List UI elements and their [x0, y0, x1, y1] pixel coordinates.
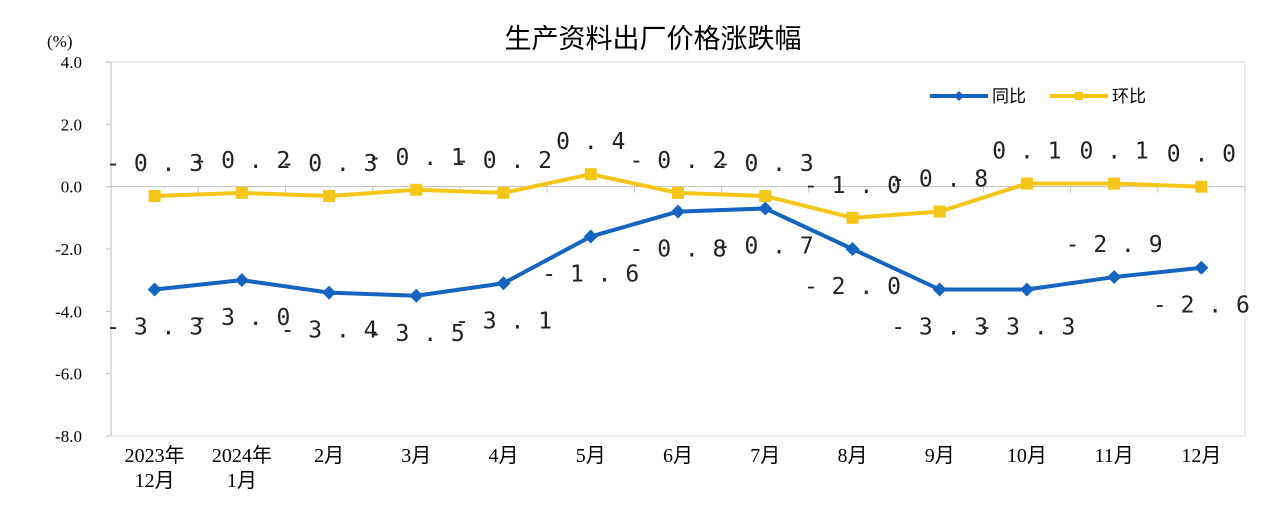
data-label: - 3 . 1 [455, 308, 552, 334]
y-tick-label: 4.0 [61, 53, 82, 72]
series-1-point [147, 282, 162, 297]
y-tick-label: -6.0 [55, 365, 82, 384]
x-tick-label: 5月 [576, 445, 606, 467]
series-1-point [234, 273, 249, 288]
y-axis-unit: (%) [47, 32, 72, 51]
data-label-layer: - 3 . 3- 3 . 0- 3 . 4- 3 . 5- 3 . 1- 1 .… [106, 129, 1250, 347]
series-2-point [1195, 180, 1208, 193]
data-label: - 0 . 2 [630, 148, 727, 174]
data-label: - 0 . 1 [368, 145, 465, 171]
data-label: - 0 . 7 [717, 233, 814, 259]
series-1-point [1019, 282, 1034, 297]
x-tick-label: 8月 [837, 445, 867, 467]
legend-label-1: 同比 [992, 87, 1026, 107]
legend-label-2: 环比 [1112, 87, 1146, 107]
chart-title: 生产资料出厂价格涨跌幅 [505, 24, 802, 55]
series-1-point [409, 288, 424, 303]
series-2-point [410, 183, 423, 196]
series-2-point [323, 190, 336, 203]
data-label: - 3 . 5 [368, 321, 465, 347]
series-1-point [758, 201, 773, 216]
series-2-point [1108, 177, 1121, 190]
x-tick-label: 2023年 12月 [125, 444, 185, 492]
x-tick-label: 11月 [1095, 445, 1134, 467]
data-label: - 0 . 8 [891, 167, 988, 193]
series-1-point [932, 282, 947, 297]
series-2-point [933, 205, 946, 218]
data-label: - 2 . 0 [804, 274, 901, 300]
data-label: 0 . 4 [556, 129, 625, 155]
series-2-point [584, 168, 597, 181]
y-tick-label: -4.0 [55, 302, 82, 321]
series-2-point [672, 186, 684, 199]
legend-marker-2 [1075, 92, 1083, 100]
data-label: - 3 . 3 [891, 315, 988, 341]
x-tick-label: 7月 [750, 445, 780, 467]
series-1-point [1194, 260, 1209, 275]
x-tick-label: 4月 [489, 445, 519, 467]
y-axis: 4.0 2.0 0.0 -2.0 -4.0 -6.0 -8.0 [55, 53, 112, 446]
data-label: - 0 . 3 [106, 151, 203, 177]
y-tick-label: 0.0 [61, 178, 82, 197]
series-2-point [759, 190, 772, 203]
data-label: - 3 . 3 [978, 315, 1075, 341]
data-label: 0 . 1 [1080, 139, 1149, 165]
x-axis: 2023年 12月 2024年 1月 2月 3月 4月 5月 6月 7月 8月 9月 10月 11月 12月 [110, 186, 1246, 492]
x-tick-label: 3月 [401, 445, 431, 467]
y-tick-label: -2.0 [55, 240, 82, 259]
data-label: - 3 . 0 [193, 305, 290, 331]
data-label: - 0 . 8 [630, 237, 727, 263]
y-tick-label: -8.0 [55, 427, 82, 446]
data-label: 0 . 1 [992, 139, 1061, 165]
data-label: - 3 . 3 [106, 315, 203, 341]
data-label: - 0 . 2 [455, 148, 552, 174]
data-label: 0 . 0 [1167, 142, 1236, 168]
x-tick-label: 2024年 1月 [212, 444, 272, 492]
data-label: - 1 . 0 [804, 173, 901, 199]
data-label: - 0 . 2 [193, 148, 290, 174]
data-label: - 3 . 4 [281, 318, 378, 344]
series-1-point [671, 204, 685, 219]
series-1-point [583, 229, 598, 244]
series-2-point [1020, 177, 1033, 190]
data-label: - 2 . 6 [1153, 293, 1250, 319]
legend-marker-1 [954, 91, 964, 101]
x-tick-label: 9月 [925, 445, 955, 467]
series-1-point [1107, 270, 1122, 285]
series-1-point [845, 242, 860, 256]
data-label: - 2 . 9 [1066, 232, 1163, 258]
series-2-point [846, 211, 859, 224]
data-label: - 0 . 3 [717, 151, 814, 177]
data-label: - 0 . 3 [281, 151, 378, 177]
x-tick-label: 2月 [314, 445, 344, 467]
data-label: - 1 . 6 [542, 262, 639, 288]
y-tick-label: 2.0 [61, 115, 82, 134]
series-2-point [497, 186, 510, 199]
series-1-point [322, 285, 337, 300]
x-tick-label: 12月 [1181, 445, 1221, 467]
x-tick-label: 6月 [663, 445, 693, 467]
legend: 同比 环比 [930, 87, 1146, 107]
x-tick-label: 10月 [1007, 445, 1047, 467]
series-1-point [496, 276, 511, 291]
series-2-point [235, 186, 248, 199]
series-layer [147, 168, 1209, 303]
series-2-point [148, 190, 161, 203]
